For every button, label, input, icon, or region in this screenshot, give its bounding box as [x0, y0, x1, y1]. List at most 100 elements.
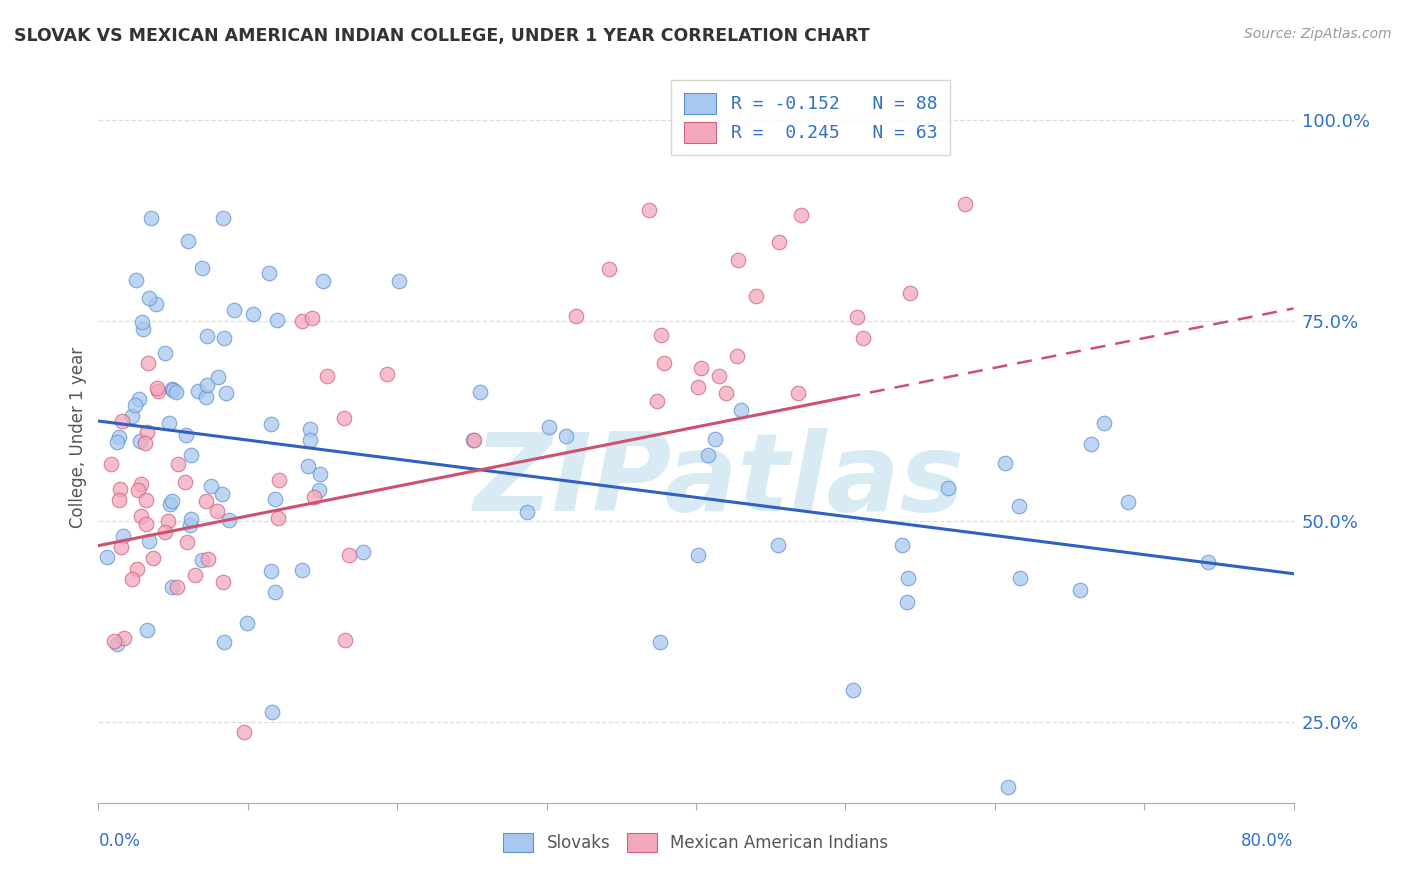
Legend: Slovaks, Mexican American Indians: Slovaks, Mexican American Indians	[495, 824, 897, 860]
Point	[269, 473, 291, 487]
Point	[187, 384, 209, 398]
Point	[768, 235, 790, 250]
Point	[177, 234, 200, 248]
Text: 0.0%: 0.0%	[98, 832, 141, 850]
Point	[291, 563, 314, 577]
Point	[212, 635, 235, 649]
Point	[648, 634, 671, 648]
Point	[121, 572, 143, 586]
Point	[212, 331, 235, 345]
Point	[215, 386, 238, 401]
Point	[103, 633, 125, 648]
Point	[162, 580, 184, 594]
Point	[1069, 582, 1091, 597]
Point	[96, 549, 118, 564]
Point	[745, 289, 768, 303]
Point	[136, 356, 159, 370]
Point	[108, 493, 131, 508]
Point	[652, 356, 675, 370]
Point	[259, 565, 281, 579]
Point	[139, 211, 162, 225]
Point	[1080, 436, 1102, 450]
Point	[218, 513, 240, 527]
Point	[207, 369, 229, 384]
Point	[145, 297, 167, 311]
Point	[650, 327, 672, 342]
Point	[852, 331, 875, 345]
Text: Source: ZipAtlas.com: Source: ZipAtlas.com	[1244, 27, 1392, 41]
Point	[688, 380, 710, 394]
Point	[142, 551, 165, 566]
Point	[153, 524, 176, 539]
Point	[315, 369, 337, 384]
Point	[727, 350, 749, 364]
Point	[707, 368, 730, 383]
Point	[100, 457, 122, 471]
Point	[257, 266, 280, 280]
Point	[176, 534, 198, 549]
Point	[191, 553, 214, 567]
Point	[994, 456, 1017, 470]
Point	[714, 386, 737, 401]
Point	[304, 491, 326, 505]
Point	[195, 329, 218, 343]
Point	[842, 683, 865, 698]
Point	[232, 724, 254, 739]
Point	[128, 392, 150, 406]
Point	[173, 475, 195, 490]
Point	[124, 398, 146, 412]
Point	[727, 252, 749, 267]
Point	[236, 615, 259, 630]
Point	[174, 428, 197, 442]
Point	[146, 381, 169, 395]
Point	[516, 505, 538, 519]
Point	[308, 467, 330, 481]
Point	[166, 580, 188, 594]
Point	[375, 367, 398, 381]
Point	[266, 312, 288, 326]
Point	[129, 508, 152, 523]
Point	[127, 483, 149, 497]
Point	[125, 561, 148, 575]
Point	[554, 428, 576, 442]
Point	[212, 575, 235, 590]
Point	[242, 307, 264, 321]
Point	[260, 705, 283, 719]
Point	[131, 315, 153, 329]
Point	[297, 459, 319, 474]
Point	[112, 631, 135, 645]
Point	[468, 384, 491, 399]
Point	[131, 476, 153, 491]
Point	[766, 538, 789, 552]
Point	[207, 504, 229, 518]
Point	[194, 390, 217, 404]
Point	[897, 571, 920, 585]
Point	[195, 494, 218, 508]
Point	[162, 493, 184, 508]
Point	[463, 434, 485, 448]
Point	[131, 321, 153, 335]
Point	[896, 594, 918, 608]
Point	[790, 208, 813, 222]
Point	[704, 432, 727, 446]
Point	[157, 417, 180, 431]
Point	[997, 780, 1019, 794]
Point	[1008, 499, 1031, 513]
Point	[197, 551, 219, 566]
Point	[1197, 555, 1219, 569]
Point	[108, 483, 131, 497]
Point	[195, 378, 218, 392]
Point	[211, 486, 233, 500]
Point	[598, 262, 620, 277]
Point	[461, 434, 484, 448]
Point	[267, 511, 290, 525]
Point	[690, 361, 713, 376]
Point	[730, 403, 752, 417]
Point	[1092, 416, 1115, 430]
Text: ZIPatlas: ZIPatlas	[474, 428, 966, 534]
Point	[146, 384, 169, 399]
Point	[388, 274, 411, 288]
Point	[224, 303, 246, 318]
Point	[299, 421, 322, 435]
Point	[647, 394, 669, 409]
